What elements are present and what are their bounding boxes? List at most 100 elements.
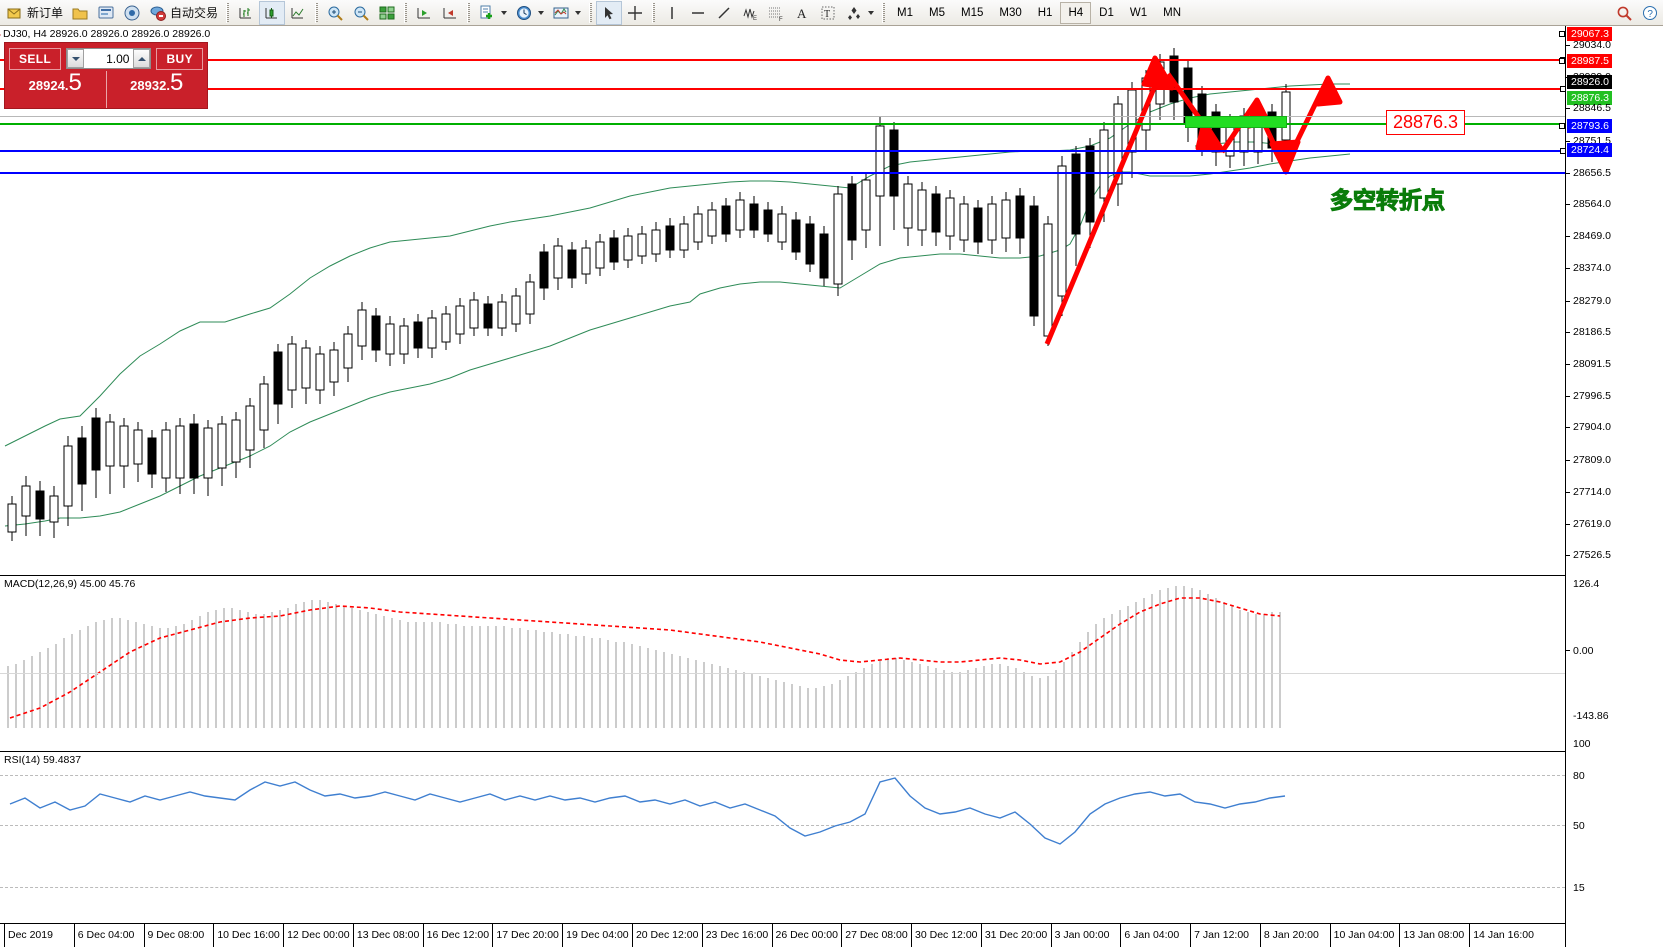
line-chart-button[interactable] (285, 1, 311, 25)
zoom-out-button[interactable] (348, 1, 374, 25)
buy-button[interactable]: BUY (156, 47, 203, 70)
scroll-end-button[interactable] (437, 1, 463, 25)
time-axis-label: 8 Jan 20:00 (1263, 929, 1319, 941)
price-callout[interactable]: 28876.3 (1386, 110, 1466, 135)
scale-tick (1566, 523, 1570, 525)
time-axis-label: 3 Jan 00:00 (1054, 929, 1110, 941)
zoom-in-button[interactable] (322, 1, 348, 25)
fibonacci-button[interactable]: F (763, 1, 789, 25)
time-axis-label: 10 Dec 16:00 (217, 929, 280, 941)
price-tick-label: 27714.0 (1573, 485, 1611, 498)
scale-tick (1566, 236, 1570, 238)
crosshair-button[interactable] (622, 1, 648, 25)
volume-input[interactable]: 1.00 (84, 49, 134, 68)
price-line-28724[interactable] (0, 172, 1565, 174)
scale-tick (1566, 555, 1570, 557)
scale-tick (1566, 204, 1570, 206)
price-line-28876[interactable] (0, 123, 1565, 125)
text-button[interactable]: A (789, 1, 815, 25)
sell-button[interactable]: SELL (9, 47, 62, 70)
time-axis-label: 9 Dec 08:00 (147, 929, 205, 941)
macd-pane[interactable]: MACD(12,26,9) 45.00 45.76 (0, 575, 1565, 747)
macd-scale-zero: 0.00 (1573, 645, 1594, 657)
volume-stepper[interactable]: 1.00 (66, 48, 152, 69)
candlestick-chart-button[interactable] (259, 0, 286, 25)
period-button[interactable] (511, 1, 548, 25)
chart-canvas[interactable]: DJ30, H4 28926.0 28926.0 28926.0 28926.0 (0, 26, 1663, 947)
text-label-button[interactable]: T (815, 1, 841, 25)
time-tick (1259, 924, 1261, 947)
timeframe-m15[interactable]: M15 (961, 6, 984, 19)
scale-tick (1566, 172, 1570, 174)
time-tick (841, 924, 843, 947)
folder-button[interactable] (67, 1, 93, 25)
line-handle-icon[interactable] (1559, 57, 1565, 64)
toolbar-separator (404, 2, 408, 23)
scale-tick (1566, 44, 1570, 46)
price-badge-29067-3[interactable]: 29067.3 (1567, 26, 1612, 41)
price-badge-28926-0[interactable]: 28926.0 (1567, 74, 1612, 89)
signals-button[interactable]: 自动交易 (145, 1, 222, 25)
price-tick-label: 28564.0 (1573, 198, 1611, 211)
price-badge-28876-3[interactable]: 28876.3 (1567, 91, 1612, 106)
price-badge-28724-4[interactable]: 28724.4 (1567, 142, 1612, 157)
chevron-down-icon[interactable] (575, 10, 582, 15)
toolbar-separator (315, 2, 319, 23)
highlight-zone-box[interactable] (1185, 116, 1287, 128)
volume-increase-button[interactable] (133, 49, 151, 68)
templates-button[interactable] (548, 1, 585, 25)
sell-price[interactable]: 28924 . 5 (5, 71, 106, 108)
chevron-down-icon[interactable] (868, 10, 875, 15)
scroll-start-button[interactable] (411, 1, 437, 25)
new-order-button[interactable]: 新订单 (2, 1, 67, 25)
chevron-down-icon[interactable] (501, 10, 508, 15)
timeframe-m30[interactable]: M30 (999, 6, 1022, 19)
elliott-wave-button[interactable]: E (737, 1, 763, 25)
timeframe-mn[interactable]: MN (1163, 6, 1181, 19)
timeframe-h1[interactable]: H1 (1037, 6, 1053, 19)
time-tick (1190, 924, 1192, 947)
time-axis-label: 31 Dec 20:00 (984, 929, 1048, 941)
timeframe-m1[interactable]: M1 (897, 6, 914, 19)
trend-line-button[interactable] (711, 1, 737, 25)
timeframe-m5[interactable]: M5 (929, 6, 945, 19)
vertical-line-button[interactable] (659, 1, 685, 25)
price-scale[interactable]: 29067.329034.028987.528939.028926.028876… (1559, 26, 1663, 947)
time-tick (631, 924, 633, 947)
volume-decrease-button[interactable] (67, 49, 85, 68)
price-tick-label: 28091.5 (1573, 358, 1611, 370)
price-pane[interactable]: 28876.3 多空转折点 (0, 26, 1566, 571)
horizontal-line-button[interactable] (685, 1, 711, 25)
time-tick (911, 924, 913, 947)
search-button[interactable] (1611, 1, 1637, 25)
bar-chart-button[interactable] (233, 1, 259, 25)
price-badge-28987-5[interactable]: 28987.5 (1567, 53, 1612, 68)
add-indicator-button[interactable] (474, 1, 511, 25)
help-button[interactable]: ? (1637, 1, 1663, 25)
price-tick-label: 28186.5 (1573, 325, 1611, 338)
price-line-29067[interactable] (0, 57, 1566, 63)
line-handle-icon[interactable] (1559, 123, 1565, 130)
line-handle-icon[interactable] (1559, 30, 1565, 37)
timeframe-h4[interactable]: H4 (1060, 1, 1092, 24)
rsi-pane[interactable]: RSI(14) 59.4837 (0, 751, 1565, 921)
time-axis-label: 17 Dec 20:00 (496, 929, 559, 941)
price-badge-28793-6[interactable]: 28793.6 (1567, 119, 1612, 134)
price-line-28987[interactable] (0, 86, 1566, 92)
chevron-down-icon[interactable] (538, 10, 545, 15)
text-icon: A (797, 6, 807, 21)
timeframe-d1[interactable]: D1 (1099, 6, 1114, 19)
fibonacci-icon: F (769, 7, 783, 22)
price-line-28793[interactable] (0, 148, 1566, 154)
one-click-trading-panel[interactable]: SELL 1.00 BUY 28924 . 5 28932 . (4, 42, 208, 109)
price-tick-label: 28374.0 (1573, 262, 1611, 275)
terminal-button[interactable] (93, 1, 119, 25)
buy-price[interactable]: 28932 . 5 (107, 71, 208, 108)
cursor-button[interactable] (596, 0, 623, 25)
shapes-button[interactable] (841, 1, 878, 25)
time-axis[interactable]: Dec 2019 6 Dec 04:00 9 Dec 08:00 10 Dec 16:… (0, 923, 1565, 947)
tile-windows-button[interactable] (374, 1, 400, 25)
time-axis-label: 13 Dec 08:00 (356, 929, 420, 941)
navigator-button[interactable] (119, 1, 145, 25)
timeframe-w1[interactable]: W1 (1129, 6, 1148, 19)
